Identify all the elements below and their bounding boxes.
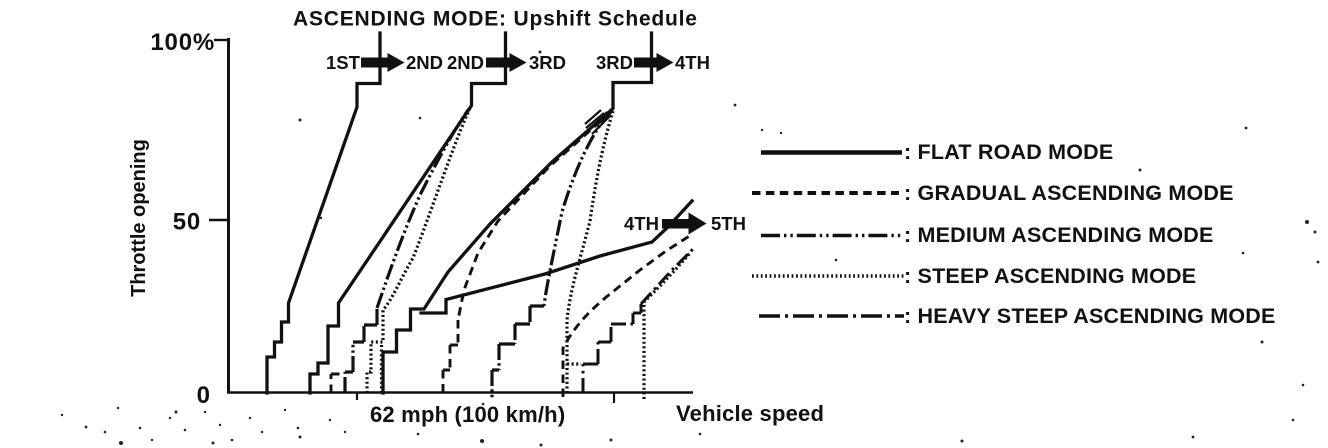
- svg-text:4TH: 4TH: [675, 52, 710, 73]
- svg-text:62 mph (100 km/h): 62 mph (100 km/h): [370, 402, 565, 427]
- svg-text:50: 50: [173, 209, 201, 236]
- svg-text:4TH: 4TH: [624, 213, 659, 234]
- svg-text:0: 0: [197, 382, 210, 409]
- svg-text:2ND: 2ND: [406, 52, 443, 73]
- svg-text:3RD: 3RD: [596, 52, 633, 73]
- svg-text:ASCENDING MODE: Upshift Schedu: ASCENDING MODE: Upshift Schedule: [293, 8, 698, 31]
- svg-text:Throttle opening: Throttle opening: [128, 139, 150, 297]
- svg-text:Vehicle speed: Vehicle speed: [676, 401, 824, 426]
- svg-text:: STEEP ASCENDING MODE: : STEEP ASCENDING MODE: [904, 264, 1196, 288]
- svg-text:5TH: 5TH: [711, 213, 746, 234]
- svg-text:100%: 100%: [150, 29, 215, 56]
- svg-text:: MEDIUM ASCENDING MODE: : MEDIUM ASCENDING MODE: [904, 223, 1214, 247]
- svg-text:: GRADUAL ASCENDING MODE: : GRADUAL ASCENDING MODE: [904, 181, 1234, 205]
- svg-text:: HEAVY STEEP ASCENDING MODE: : HEAVY STEEP ASCENDING MODE: [904, 304, 1276, 328]
- svg-text:3RD: 3RD: [529, 52, 566, 73]
- svg-text:1ST: 1ST: [326, 52, 361, 73]
- svg-text:: FLAT ROAD MODE: : FLAT ROAD MODE: [904, 140, 1113, 164]
- svg-text:2ND: 2ND: [447, 52, 484, 73]
